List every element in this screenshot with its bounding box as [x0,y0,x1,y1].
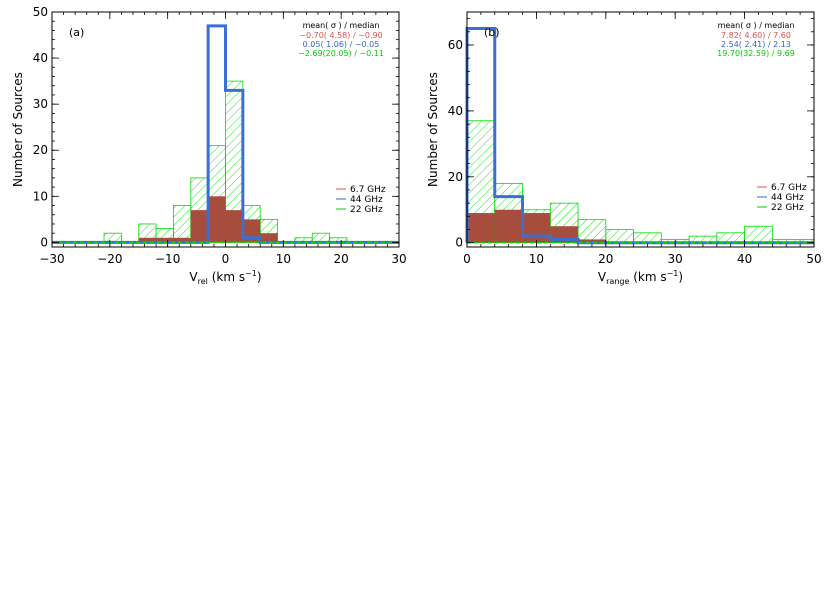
bar-6-7-ghz-12 [260,233,278,243]
bar-6-7-ghz-6 [156,237,174,243]
legend-label-44ghz: 44 GHz [771,193,804,203]
panel-b: 0 10 20 30 40 50 0 20 40 60 (b) mean( σ ) / media… [426,11,822,286]
legend-label-22ghz: 22 GHz [771,203,804,213]
x-tick-label: 20 [334,252,349,266]
stats-line-6-7ghz: 7.82( 4.60) / 7.60 [721,31,791,40]
series-44-ghz [52,24,399,244]
x-tick-label: 0 [222,252,230,266]
bar-6-7-ghz-10 [225,210,243,243]
stats-header: mean( σ ) / median [303,21,380,30]
y-tick-label: 40 [448,104,463,118]
panel-label: (b) [484,26,500,39]
y-tick-label: 60 [448,38,463,52]
legend: 6.7 GHz 44 GHz 22 GHz [336,185,386,215]
bar-22-ghz-5 [605,229,634,244]
x-tick-label: 20 [598,252,613,266]
y-tick-label: 50 [33,5,48,19]
x-tick-label: 30 [668,252,683,266]
x-axis-label: Vrel (km s−1) [189,269,261,286]
stats-block: mean( σ ) / median 7.82( 4.60) / 7.60 2.… [717,21,795,58]
stats-line-44ghz: 2.54( 2.41) / 2.13 [721,40,791,49]
stats-line-44ghz: 0.05( 1.06) / −0.05 [303,40,380,49]
x-tick-label: −20 [97,252,122,266]
legend-label-6-7ghz: 6.7 GHz [771,183,807,193]
bar-6-7-ghz-2 [522,213,551,243]
step-44-ghz [52,24,399,244]
y-tick-label: 20 [448,170,463,184]
bar-6-7-ghz-5 [138,237,157,243]
panel-label: (a) [69,26,84,39]
x-tick-label: 0 [463,252,471,266]
y-axis-label: Number of Sources [11,72,25,187]
panel-a: −30 −20 −10 0 10 20 30 0 10 20 30 40 50 (a) mean( σ … [11,5,407,286]
bar-22-ghz-7 [173,205,192,243]
stats-block: mean( σ ) / median −0.70( 4.58) / −0.90 … [298,21,384,58]
bar-6-7-ghz-9 [208,196,226,243]
x-tick-label: −10 [155,252,180,266]
bar-22-ghz-10 [744,225,773,244]
bar-6-7-ghz-4 [578,239,606,243]
x-tick-label: 30 [391,252,406,266]
x-tick-label: 10 [529,252,544,266]
x-axis-label: Vrange (km s−1) [598,269,683,286]
stats-line-6-7ghz: −0.70( 4.58) / −0.90 [299,31,382,40]
stats-header: mean( σ ) / median [718,21,795,30]
stats-line-22ghz: −2.69(20.05) / −0.11 [298,49,384,58]
legend: 6.7 GHz 44 GHz 22 GHz [757,183,807,213]
y-tick-label: 40 [33,51,48,65]
y-tick-label: 0 [455,236,463,250]
stats-line-22ghz: 19.70(32.59) / 9.69 [717,49,795,58]
x-tick-label: −30 [39,252,64,266]
legend-label-6-7ghz: 6.7 GHz [350,185,386,195]
bar-6-7-ghz-8 [190,210,209,243]
y-tick-label: 10 [33,189,48,203]
x-tick-label: 40 [737,252,752,266]
legend-label-22ghz: 22 GHz [350,205,383,215]
bar-6-7-ghz-1 [494,209,523,243]
series-6-7-ghz [467,209,606,243]
y-axis-label: Number of Sources [426,72,440,187]
legend-label-44ghz: 44 GHz [350,195,383,205]
y-tick-label: 0 [40,235,48,249]
bar-6-7-ghz-7 [173,237,191,243]
y-tick-label: 30 [33,97,48,111]
y-tick-label: 20 [33,143,48,157]
plot-frame [466,11,815,248]
x-tick-label: 50 [806,252,821,266]
bar-22-ghz-4 [577,219,607,244]
bar-6-7-ghz-0 [467,213,495,243]
x-tick-label: 10 [276,252,291,266]
